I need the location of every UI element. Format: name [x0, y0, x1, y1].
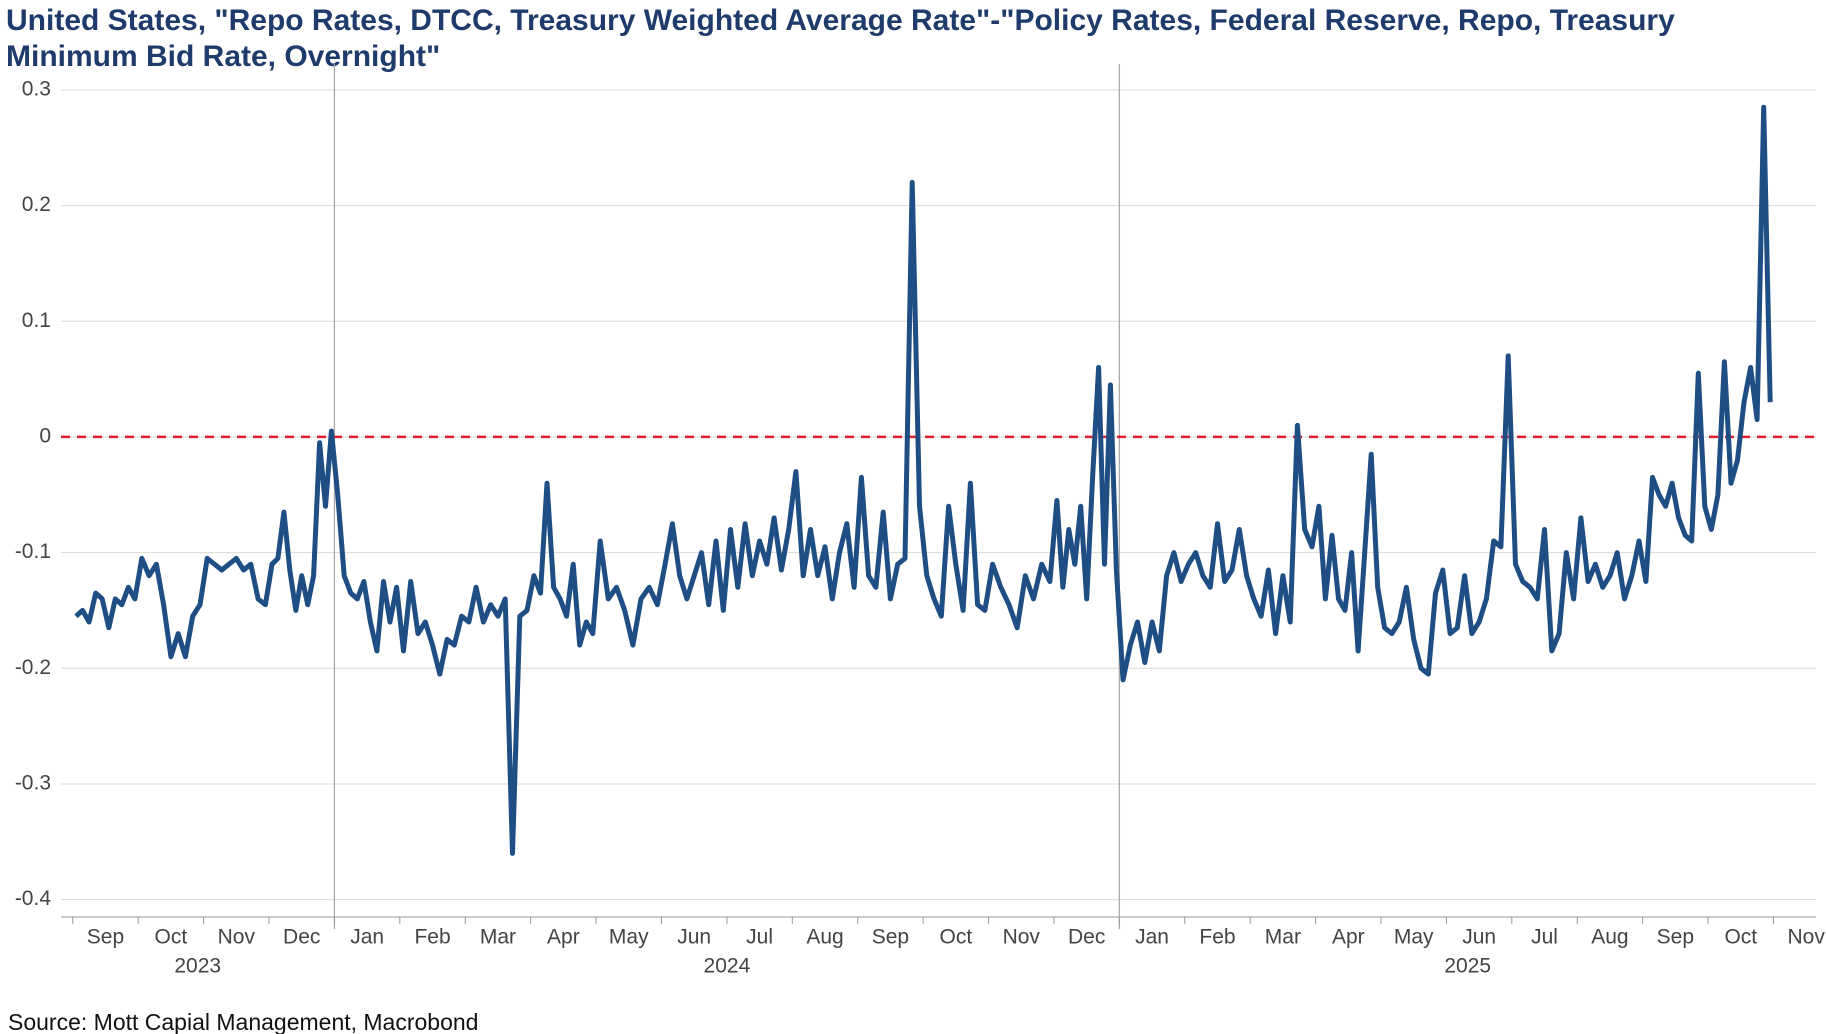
x-tick-label: Nov	[1788, 926, 1826, 949]
chart-title: Minimum Bid Rate, Overnight"	[6, 40, 440, 73]
x-tick-label: Mar	[480, 926, 516, 949]
x-tick-label: May	[609, 926, 649, 949]
x-tick-label: Sep	[1657, 926, 1694, 949]
x-tick-label: Apr	[547, 926, 580, 949]
x-tick-label: Aug	[806, 926, 843, 949]
x-tick-label: Jul	[746, 926, 773, 949]
x-tick-label: Oct	[1724, 926, 1757, 949]
x-tick-label: Jan	[1135, 926, 1169, 949]
x-tick-label: Sep	[87, 926, 124, 949]
x-tick-label: Jul	[1531, 926, 1558, 949]
y-tick-label: 0	[39, 424, 51, 447]
x-tick-label: Oct	[939, 926, 972, 949]
x-tick-label: Nov	[218, 926, 256, 949]
x-tick-label: Dec	[1068, 926, 1105, 949]
year-label: 2024	[704, 955, 751, 978]
chart-title: United States, "Repo Rates, DTCC, Treasu…	[6, 4, 1675, 37]
x-tick-label: Apr	[1332, 926, 1365, 949]
year-label: 2025	[1444, 955, 1491, 978]
x-tick-label: Feb	[414, 926, 450, 949]
y-tick-label: -0.2	[15, 656, 51, 679]
x-tick-label: Jun	[677, 926, 711, 949]
y-tick-label: 0.1	[22, 309, 51, 332]
x-tick-label: Jan	[350, 926, 384, 949]
y-tick-label: -0.3	[15, 772, 51, 795]
y-tick-label: -0.1	[15, 540, 51, 563]
x-tick-label: Sep	[872, 926, 909, 949]
series-line	[74, 104, 1773, 856]
x-tick-label: Dec	[283, 926, 320, 949]
x-tick-label: May	[1394, 926, 1434, 949]
x-tick-label: Nov	[1003, 926, 1041, 949]
y-tick-label: 0.3	[22, 77, 51, 100]
x-tick-label: Jun	[1462, 926, 1496, 949]
x-tick-label: Aug	[1591, 926, 1628, 949]
x-tick-label: Oct	[155, 926, 188, 949]
x-tick-label: Mar	[1265, 926, 1301, 949]
source-note: Source: Mott Capial Management, Macrobon…	[8, 1009, 478, 1034]
x-tick-label: Feb	[1199, 926, 1235, 949]
y-tick-label: 0.2	[22, 193, 51, 216]
y-tick-label: -0.4	[15, 887, 52, 910]
year-label: 2023	[174, 955, 221, 978]
